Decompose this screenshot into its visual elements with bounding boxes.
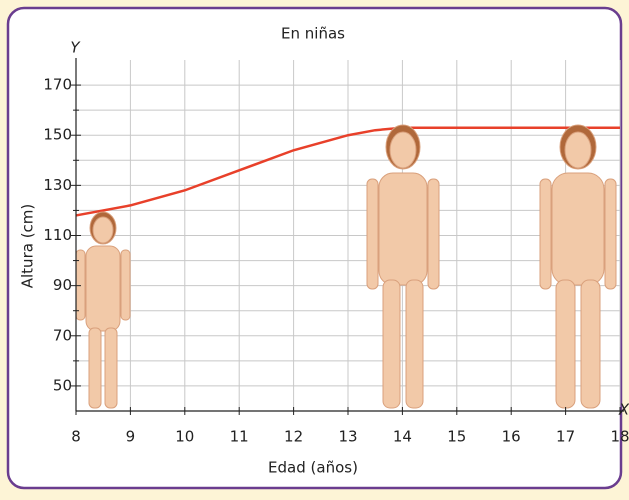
x-tick-label: 14 <box>393 428 412 446</box>
figures <box>75 124 617 409</box>
figure <box>75 211 131 409</box>
line <box>75 126 620 217</box>
figure <box>539 124 617 409</box>
x-tick-label: 11 <box>230 428 249 446</box>
x-tick-label: 18 <box>610 428 629 446</box>
x-tick-label: 9 <box>126 428 136 446</box>
x-tick-label: 12 <box>284 428 303 446</box>
y-tick-label: 110 <box>43 226 72 244</box>
figure <box>366 124 440 409</box>
x-axis-label: Edad (años) <box>268 459 358 477</box>
chart-title: En niñas <box>281 25 345 43</box>
x-tick-label: 10 <box>175 428 194 446</box>
y-tick-label: 90 <box>53 276 72 294</box>
x-tick-label: 13 <box>338 428 357 446</box>
x-axis-letter: X <box>618 401 629 419</box>
x-tick-label: 15 <box>447 428 466 446</box>
x-tick-label: 17 <box>556 428 575 446</box>
y-tick-label: 50 <box>53 376 72 394</box>
y-axis-letter: Y <box>70 39 81 57</box>
x-tick-label: 8 <box>71 428 81 446</box>
x-tick-label: 16 <box>502 428 521 446</box>
y-axis-label: Altura (cm) <box>19 204 37 289</box>
y-tick-label: 130 <box>43 176 72 194</box>
y-tick-label: 150 <box>43 126 72 144</box>
y-tick-label: 170 <box>43 76 72 94</box>
y-tick-label: 70 <box>53 326 72 344</box>
